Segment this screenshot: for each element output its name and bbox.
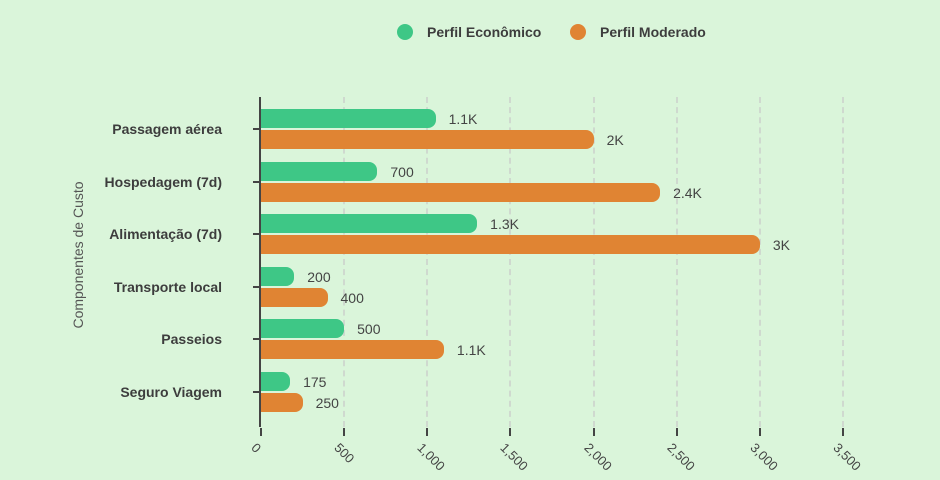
bar-value-label: 700 xyxy=(390,163,414,180)
category-label: Passeios xyxy=(161,331,222,348)
bar-economico[interactable] xyxy=(261,161,378,181)
bar-economico[interactable] xyxy=(261,214,478,234)
category-label: Hospedagem (7d) xyxy=(104,173,222,190)
x-tick-label: 3,000 xyxy=(747,440,781,474)
bar-value-label: 200 xyxy=(307,268,331,285)
x-tick xyxy=(842,428,844,436)
gridline xyxy=(758,97,761,427)
bar-economico[interactable] xyxy=(261,109,436,128)
gridline xyxy=(509,97,512,427)
legend-label: Perfil Moderado xyxy=(600,24,706,40)
bar-value-label: 3K xyxy=(772,237,790,254)
bar-value-label: 175 xyxy=(303,374,327,390)
legend-label: Perfil Econômico xyxy=(427,24,542,40)
x-tick xyxy=(592,428,595,436)
x-tick xyxy=(758,428,761,436)
bar-value-label: 1.1K xyxy=(456,342,486,359)
bar-economico[interactable] xyxy=(261,266,295,286)
bar-economico[interactable] xyxy=(261,319,345,339)
bar-moderado[interactable] xyxy=(261,393,303,412)
x-tick xyxy=(260,428,262,436)
x-tick xyxy=(426,428,429,436)
x-tick-label: 2,500 xyxy=(664,440,698,474)
gridline xyxy=(592,97,595,427)
bar-moderado[interactable] xyxy=(261,182,661,202)
category-label: Transporte local xyxy=(113,278,222,295)
bar-value-label: 1.3K xyxy=(490,216,519,233)
x-tick xyxy=(675,428,678,436)
y-tick xyxy=(253,180,260,183)
x-tick-label: 1,000 xyxy=(414,440,449,474)
x-tick xyxy=(509,428,512,436)
bar-value-label: 250 xyxy=(315,395,339,411)
y-tick xyxy=(253,391,260,393)
gridline xyxy=(675,97,678,427)
y-tick xyxy=(253,233,260,236)
x-tick-label: 0 xyxy=(248,440,265,456)
legend-item-moderado[interactable]: Perfil Moderado xyxy=(570,24,706,40)
x-tick xyxy=(343,428,346,436)
bar-moderado[interactable] xyxy=(261,340,444,360)
legend-marker-icon xyxy=(570,24,586,40)
x-tick-label: 1,500 xyxy=(497,440,532,474)
gridline xyxy=(343,97,346,427)
category-label: Seguro Viagem xyxy=(120,384,222,400)
y-tick xyxy=(253,128,260,130)
x-tick-label: 3,500 xyxy=(830,440,865,474)
legend-marker-icon xyxy=(397,24,413,40)
y-tick xyxy=(253,338,260,341)
bar-value-label: 2K xyxy=(606,132,624,148)
bar-moderado[interactable] xyxy=(261,235,760,255)
bar-value-label: 1.1K xyxy=(448,111,478,127)
bar-value-label: 2.4K xyxy=(673,184,702,201)
chart-legend: Perfil Econômico Perfil Moderado xyxy=(0,24,940,46)
gridline xyxy=(842,97,844,427)
bar-moderado[interactable] xyxy=(261,287,328,307)
legend-item-economico[interactable]: Perfil Econômico xyxy=(397,24,541,40)
x-tick-label: 2,000 xyxy=(580,440,615,474)
x-tick-label: 500 xyxy=(331,440,358,466)
category-label: Passagem aérea xyxy=(112,121,222,137)
y-axis-line xyxy=(259,97,261,427)
y-tick xyxy=(253,285,260,288)
gridline xyxy=(426,97,429,427)
bar-economico[interactable] xyxy=(261,372,291,391)
bar-value-label: 400 xyxy=(340,289,364,306)
bar-moderado[interactable] xyxy=(261,130,594,149)
category-label: Alimentação (7d) xyxy=(109,226,222,243)
bar-value-label: 500 xyxy=(357,321,381,338)
